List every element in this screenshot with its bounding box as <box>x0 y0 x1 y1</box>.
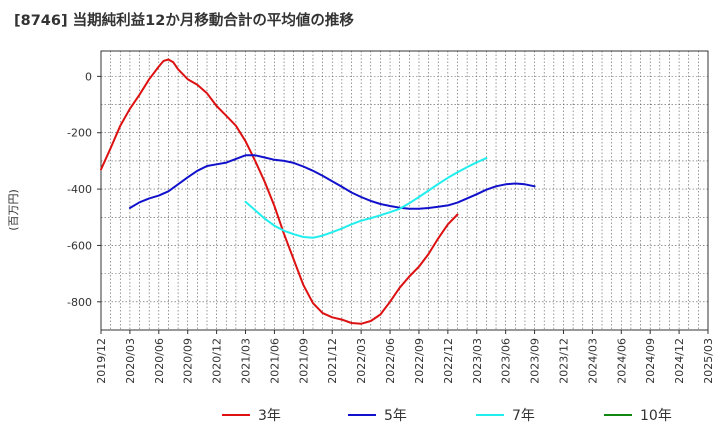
x-tick-label: 2022/12 <box>442 338 455 384</box>
legend-label: 5年 <box>384 408 407 424</box>
series-line-5年 <box>128 154 536 210</box>
x-tick-label: 2020/12 <box>211 338 224 384</box>
legend-item: 5年 <box>348 404 407 426</box>
legend-swatch <box>222 414 250 416</box>
legend-swatch <box>604 414 632 416</box>
x-tick-label: 2024/09 <box>644 338 657 384</box>
plot-area <box>101 51 708 330</box>
x-tick-label: 2023/03 <box>471 338 484 384</box>
legend-label: 10年 <box>640 408 672 424</box>
x-tick-label: 2022/03 <box>355 338 368 384</box>
x-tick-label: 2021/12 <box>326 338 339 384</box>
y-tick-label: 0 <box>85 70 92 83</box>
x-tick-label: 2022/09 <box>413 338 426 384</box>
legend-item: 7年 <box>476 404 535 426</box>
x-tick-label: 2025/03 <box>702 338 715 384</box>
x-tick-label: 2024/03 <box>586 338 599 384</box>
x-tick-label: 2023/12 <box>557 338 570 384</box>
chart-title: [8746] 当期純利益12か月移動合計の平均値の推移 <box>14 13 354 29</box>
x-tick-label: 2023/09 <box>529 338 542 384</box>
legend-label: 3年 <box>258 408 281 424</box>
x-tick-label: 2019/12 <box>95 338 108 384</box>
legend-item: 3年 <box>222 404 281 426</box>
x-tick-label: 2020/06 <box>153 338 166 384</box>
legend-swatch <box>348 414 376 416</box>
y-tick-label: -800 <box>67 296 92 309</box>
x-tick-label: 2022/06 <box>384 338 397 384</box>
x-tick-label: 2020/09 <box>182 338 195 384</box>
x-tick-label: 2021/03 <box>240 338 253 384</box>
legend-swatch <box>476 414 504 416</box>
legend: 3年 5年 7年 10年 <box>0 404 720 426</box>
x-tick-label: 2021/06 <box>268 338 281 384</box>
y-tick-label: -600 <box>67 239 92 252</box>
x-tick-label: 2020/03 <box>124 338 137 384</box>
y-tick-label: -200 <box>67 127 92 140</box>
x-tick-label: 2024/12 <box>673 338 686 384</box>
x-tick-label: 2024/06 <box>615 338 628 384</box>
y-tick-label: -400 <box>67 183 92 196</box>
x-tick-label: 2023/06 <box>500 338 513 384</box>
legend-item: 10年 <box>604 404 672 426</box>
plot-frame <box>100 50 709 331</box>
x-tick-label: 2021/09 <box>297 338 310 384</box>
series-line-7年 <box>244 157 488 239</box>
series-line-3年 <box>100 58 459 325</box>
legend-label: 7年 <box>512 408 535 424</box>
